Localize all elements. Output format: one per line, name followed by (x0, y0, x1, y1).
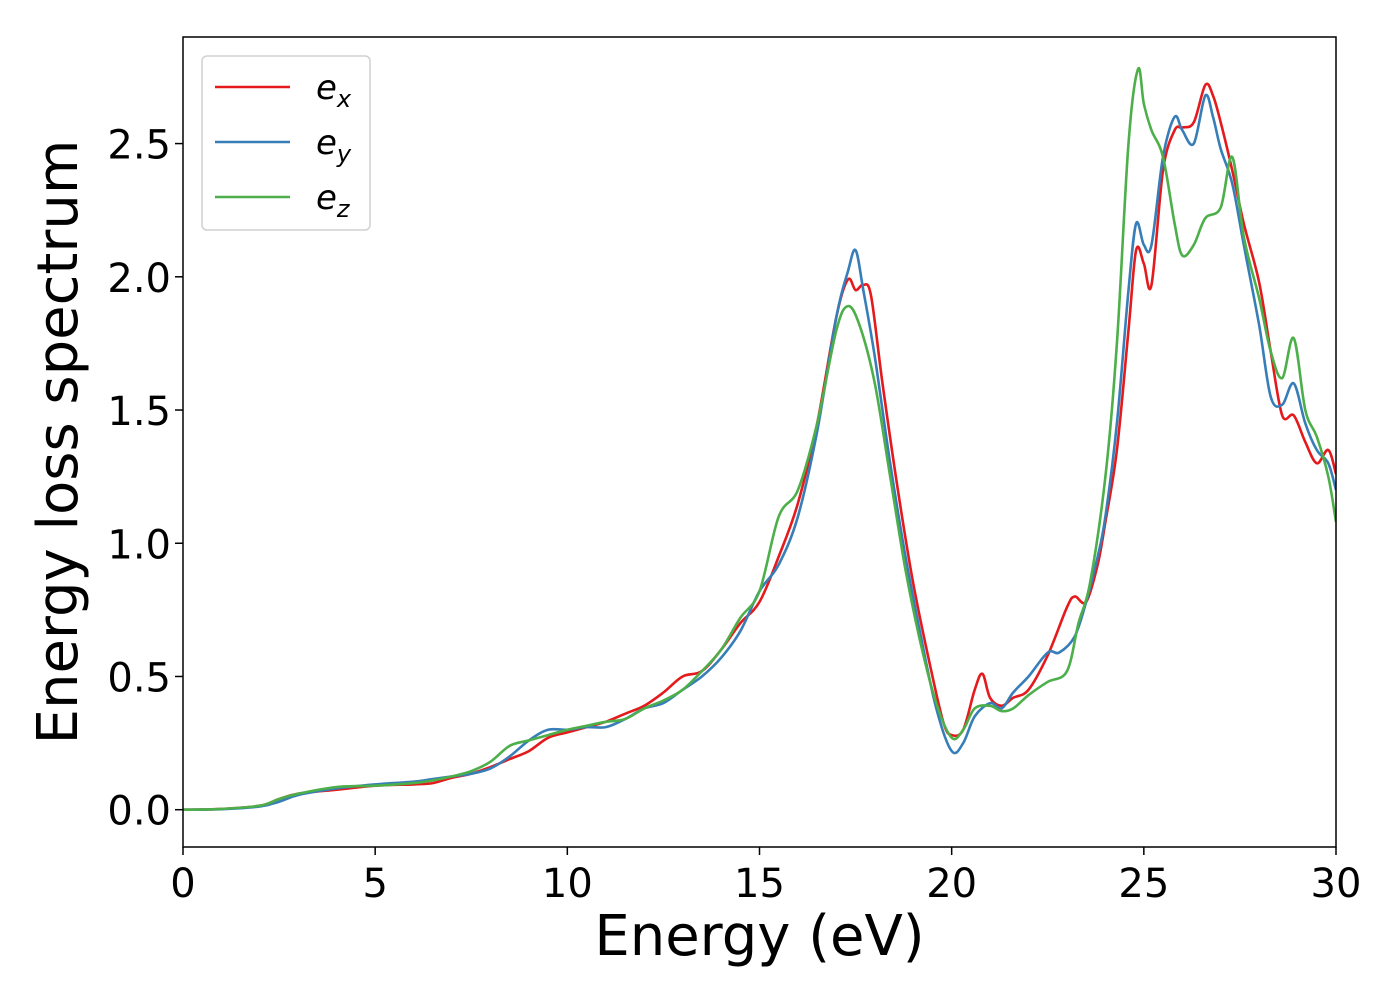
series-line-e_x (183, 82, 1336, 811)
x-tick-label: 30 (1311, 861, 1362, 907)
y-tick-label: 2.0 (107, 256, 171, 302)
x-tick-label: 25 (1118, 861, 1169, 907)
x-tick-label: 15 (734, 861, 785, 907)
series-line-e_z (183, 66, 1336, 811)
x-tick-label: 5 (362, 861, 387, 907)
y-axis-title: Energy loss spectrum (26, 140, 91, 745)
y-tick-label: 1.5 (107, 389, 171, 435)
y-tick-label: 0.0 (107, 789, 171, 835)
x-axis-ticks: 0 5 10 15 20 25 30 (170, 847, 1361, 907)
y-tick-label: 0.5 (107, 655, 171, 701)
y-tick-label: 2.5 (107, 123, 171, 169)
x-tick-label: 0 (170, 861, 195, 907)
x-tick-label: 20 (926, 861, 977, 907)
series-line-e_y (183, 93, 1336, 811)
x-axis-title: Energy (eV) (594, 904, 924, 969)
x-tick-label: 10 (542, 861, 593, 907)
y-axis-ticks: 0.0 0.5 1.0 1.5 2.0 2.5 (107, 123, 183, 835)
series-layer (183, 66, 1336, 811)
y-tick-label: 1.0 (107, 522, 171, 568)
